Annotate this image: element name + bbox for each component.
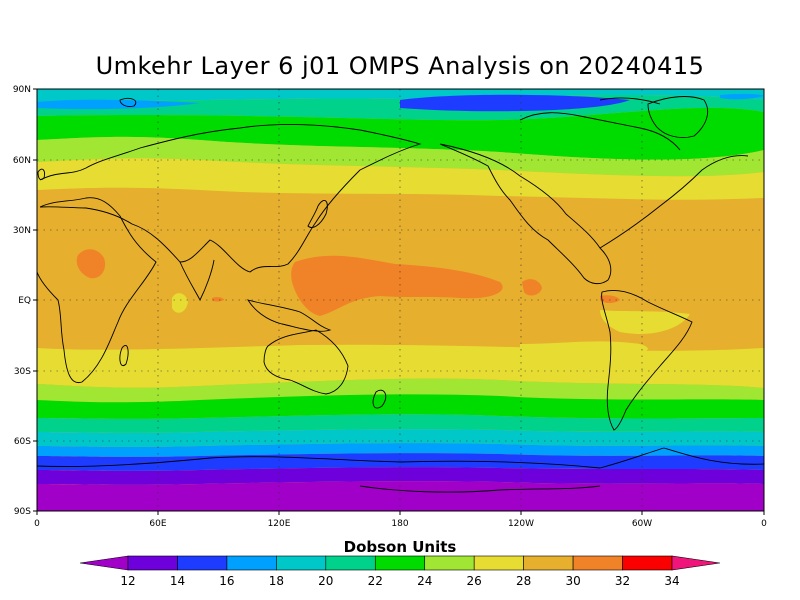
contour-band <box>522 279 542 296</box>
colorbar-level-label: 18 <box>269 574 284 588</box>
contour-band <box>37 414 764 433</box>
contour-band <box>37 107 764 160</box>
contour-band <box>520 341 648 356</box>
colorbar-swatch <box>374 555 426 571</box>
contour-band <box>37 394 764 419</box>
lat-label: 30N <box>13 226 31 236</box>
contour-band <box>37 429 764 447</box>
colorbar-swatch <box>177 555 228 571</box>
contour-band <box>37 158 764 200</box>
coastline-britain <box>37 168 45 181</box>
lon-label: 60W <box>632 519 652 529</box>
contour-band <box>600 295 620 303</box>
lat-label: 60S <box>14 437 31 447</box>
colorbar-swatch <box>127 555 178 571</box>
colorbar-title: Dobson Units <box>344 538 457 556</box>
coastline-greenland <box>647 96 708 138</box>
contour-band <box>37 467 764 485</box>
colorbar-level-label: 30 <box>565 574 580 588</box>
coastline-indonesia <box>247 299 332 332</box>
lon-label: 0 <box>761 519 767 529</box>
lat-label: 30S <box>14 367 31 377</box>
coastline-north-america <box>439 143 749 285</box>
contour-band <box>37 481 764 511</box>
lat-label: EQ <box>18 296 31 306</box>
contour-band <box>37 89 764 102</box>
contour-band <box>37 344 764 388</box>
colorbar-swatch <box>424 555 475 571</box>
coastline-africa <box>37 197 157 384</box>
colorbar-level-label: 22 <box>368 574 383 588</box>
coastline-svalbard <box>119 97 137 107</box>
contour-band <box>37 136 764 177</box>
colorbar-level-label: 26 <box>467 574 482 588</box>
colorbar-swatch <box>226 555 277 571</box>
lat-label: 90S <box>14 507 31 517</box>
axis-ticks <box>33 88 765 515</box>
lon-label: 60E <box>149 519 166 529</box>
graticule <box>37 89 764 511</box>
lon-label: 120E <box>268 519 291 529</box>
colorbar-low-arrow <box>79 555 129 571</box>
contour-band <box>291 255 503 316</box>
colorbar-level-label: 34 <box>664 574 679 588</box>
colorbar-level-label: 24 <box>417 574 432 588</box>
colorbar-level-label: 28 <box>516 574 531 588</box>
colorbar-swatch <box>276 555 327 571</box>
contour-band <box>37 443 764 457</box>
colorbar-level-label: 32 <box>615 574 630 588</box>
lon-label: 120W <box>508 519 534 529</box>
map-title: Umkehr Layer 6 j01 OMPS Analysis on 2024… <box>95 52 705 80</box>
lon-label: 180 <box>391 519 408 529</box>
colorbar-level-label: 12 <box>120 574 135 588</box>
contour-band <box>37 99 200 110</box>
colorbar-level-label: 20 <box>318 574 333 588</box>
map-plot-area <box>37 89 764 511</box>
colorbar-level-label: 16 <box>219 574 234 588</box>
contour-band <box>76 249 106 279</box>
coastline-south-america <box>601 290 693 431</box>
coastline-canada-arctic <box>519 97 681 151</box>
contour-band <box>400 94 630 112</box>
coastline-japan <box>307 199 328 228</box>
coastlines <box>37 96 764 493</box>
coastline-antarctica <box>37 447 764 493</box>
contour-band <box>37 378 764 403</box>
coastline-australia <box>263 329 349 395</box>
colorbar-high-arrow <box>671 555 721 571</box>
colorbar: 12 14 16 18 20 22 24 26 28 30 32 34 <box>79 555 721 588</box>
colorbar-level-label: 14 <box>170 574 185 588</box>
coastline-madagascar <box>119 344 129 366</box>
lat-label: 60N <box>13 156 31 166</box>
colorbar-swatch <box>572 555 623 571</box>
colorbar-swatch <box>523 555 574 571</box>
contour-band <box>212 297 224 302</box>
lon-label: 0 <box>34 519 40 529</box>
colorbar-swatch <box>473 555 524 571</box>
coastline-newzealand <box>372 389 387 409</box>
contour-band <box>172 293 188 313</box>
contour-band <box>600 310 690 334</box>
lat-label: 90N <box>13 85 31 95</box>
colorbar-swatch <box>622 555 673 571</box>
colorbar-swatch <box>325 555 376 571</box>
contour-band <box>720 93 764 100</box>
